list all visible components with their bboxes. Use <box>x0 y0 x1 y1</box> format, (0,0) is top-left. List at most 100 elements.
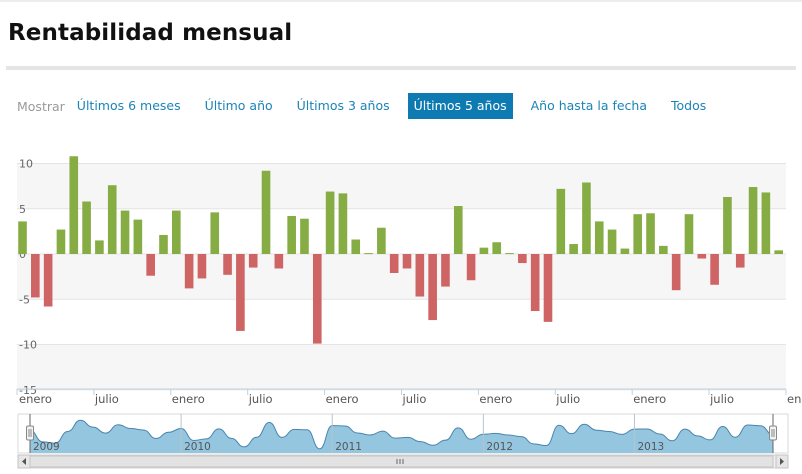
y-axis-ticks: 10 5 0 -5 -10 -15 <box>19 158 37 397</box>
navigator-year-label: 2011 <box>335 441 362 453</box>
data-bar <box>351 239 361 254</box>
data-bar <box>646 213 655 254</box>
navigator-area <box>30 420 773 453</box>
data-bar <box>466 254 476 281</box>
data-bar <box>441 254 450 287</box>
data-bar <box>300 218 309 254</box>
x-tick-label: enero <box>787 392 802 406</box>
x-tick-label: enero <box>633 392 666 406</box>
data-bar <box>492 242 502 254</box>
range-button-ytd[interactable]: Año hasta la fecha <box>530 98 648 113</box>
data-bar <box>146 254 155 276</box>
data-bar <box>735 254 745 268</box>
data-bar <box>569 244 578 254</box>
data-bar <box>556 188 566 254</box>
y-tick-label: 0 <box>19 248 26 261</box>
data-bar <box>43 254 53 307</box>
data-bar <box>325 191 335 254</box>
navigator-year-label: 2009 <box>33 441 60 453</box>
title-divider <box>6 66 796 70</box>
data-bar <box>95 240 104 254</box>
y-tick-label: 5 <box>19 203 26 216</box>
navigator-handle-right[interactable] <box>769 414 777 453</box>
data-bar <box>774 250 783 254</box>
x-tick-label: enero <box>19 392 52 406</box>
data-bar <box>505 253 514 255</box>
data-bar <box>594 221 604 254</box>
data-bar <box>543 254 553 322</box>
y-tick-label: 10 <box>19 158 33 171</box>
navigator-handle-grip <box>26 425 34 441</box>
data-bar <box>518 254 527 264</box>
plot-band <box>17 163 786 209</box>
navigator-scrollbar[interactable] <box>17 454 789 469</box>
navigator-handle-left[interactable] <box>26 414 34 453</box>
bar-series <box>18 156 783 344</box>
data-bar <box>120 210 130 254</box>
range-selector: Mostrar Últimos 6 meses Último año Últim… <box>17 92 724 120</box>
x-tick-label: julio <box>555 392 580 406</box>
data-bar <box>607 229 617 254</box>
data-bar <box>31 254 40 298</box>
data-bar <box>210 212 220 254</box>
scroll-right-arrow-icon <box>780 458 784 465</box>
top-border <box>0 0 802 2</box>
data-bar <box>684 214 694 254</box>
plot-bands <box>17 163 786 390</box>
data-bar <box>56 229 66 254</box>
range-button-3y[interactable]: Últimos 3 años <box>296 98 390 113</box>
data-bar <box>248 254 258 268</box>
range-button-6m[interactable]: Últimos 6 meses <box>76 98 181 113</box>
data-bar <box>236 254 245 331</box>
navigator-year-label: 2010 <box>184 441 211 453</box>
data-bar <box>697 254 707 259</box>
x-tick-label: julio <box>94 392 119 406</box>
range-button-all[interactable]: Todos <box>671 98 707 113</box>
range-button-1y[interactable]: Último año <box>204 98 273 113</box>
navigator-handle-grip <box>769 425 777 441</box>
range-selector-label: Mostrar <box>17 98 65 114</box>
data-bar <box>377 227 386 254</box>
data-bar <box>659 245 668 254</box>
data-bar <box>671 254 681 291</box>
data-bar <box>223 254 232 275</box>
data-bar <box>69 156 79 254</box>
data-bar <box>261 170 271 254</box>
data-bar <box>312 254 322 344</box>
data-bar <box>274 254 284 269</box>
navigator: 2009 2010 2011 2012 2013 <box>17 413 789 469</box>
data-bar <box>18 221 27 254</box>
x-tick-label: julio <box>248 392 273 406</box>
data-bar <box>710 254 719 285</box>
data-bar <box>415 254 425 297</box>
data-bar <box>364 253 373 255</box>
plot-band <box>17 254 786 300</box>
grid-lines <box>17 163 786 391</box>
navigator-year-label: 2012 <box>486 441 513 453</box>
y-tick-label: -15 <box>19 384 37 397</box>
x-tick-label: julio <box>402 392 427 406</box>
data-bar <box>82 201 91 254</box>
x-tick-label: enero <box>172 392 205 406</box>
data-bar <box>761 192 771 254</box>
data-bar <box>197 254 207 279</box>
plot-band <box>17 344 786 390</box>
data-bar <box>633 214 643 254</box>
data-bar <box>287 215 296 254</box>
y-tick-label: -5 <box>19 293 30 306</box>
scrollbar-thumb <box>29 455 774 468</box>
data-bar <box>723 196 732 254</box>
y-tick-label: -10 <box>19 339 37 352</box>
data-bar <box>479 247 489 254</box>
range-button-5y[interactable]: Últimos 5 años <box>407 93 513 119</box>
x-axis: enero julio enero julio enero julio enero julio… <box>16 388 802 406</box>
data-bar <box>402 254 412 269</box>
data-bar <box>620 248 630 254</box>
data-bar <box>159 234 168 254</box>
x-tick-label: julio <box>709 392 734 406</box>
data-bar <box>582 182 591 254</box>
data-bar <box>530 254 540 312</box>
x-tick-label: enero <box>326 392 359 406</box>
data-bar <box>172 210 181 254</box>
